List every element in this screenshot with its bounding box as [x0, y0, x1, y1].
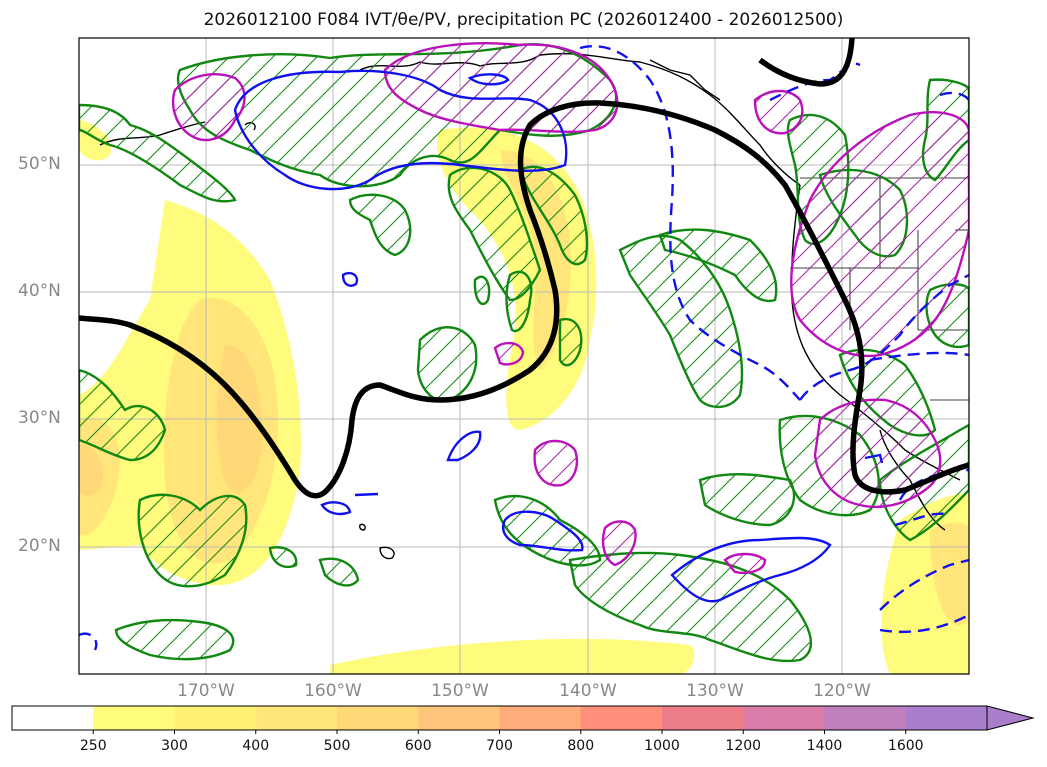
colorbar-tick-label: 700 [486, 738, 513, 754]
colorbar-segment [743, 706, 825, 730]
colorbar-segment [499, 706, 582, 730]
colorbar-extend-arrow [986, 705, 1035, 731]
map-title: 2026012100 F084 IVT/θe/PV, precipitation… [203, 10, 844, 30]
colorbar-segment [337, 706, 419, 730]
colorbar-segment [12, 706, 94, 730]
map-frame [78, 37, 970, 675]
colorbar-tick-label: 500 [323, 738, 351, 754]
lon-label-170w: 170°W [177, 681, 235, 701]
colorbar-tick-label: 250 [79, 738, 107, 754]
lat-label-40n: 40°N [18, 281, 61, 301]
colorbar-segment [418, 706, 500, 730]
colorbar-segment [580, 706, 663, 730]
colorbar-tick-label: 400 [242, 738, 270, 754]
colorbar-tick-label: 300 [161, 738, 188, 754]
lon-label-140w: 140°W [559, 681, 617, 701]
lon-label-120w: 120°W [813, 681, 871, 701]
lat-label-30n: 30°N [18, 408, 61, 428]
lat-label-20n: 20°N [18, 536, 61, 556]
colorbar-segment [174, 706, 257, 730]
colorbar-segment [255, 706, 338, 730]
colorbar-tick-label: 600 [404, 738, 432, 754]
colorbar-segment [93, 706, 175, 730]
lon-label-150w: 150°W [431, 681, 489, 701]
colorbar-tick-label: 1000 [644, 738, 680, 754]
colorbar-tick-label: 1200 [725, 738, 762, 754]
lat-label-50n: 50°N [18, 154, 61, 174]
black-contours [79, 38, 969, 499]
colorbar-tick-label: 1600 [887, 738, 924, 754]
colorbar-tick-label: 1400 [806, 738, 843, 754]
colorbar-tick-label: 800 [567, 738, 595, 754]
lon-label-160w: 160°W [304, 681, 362, 701]
colorbar-segment [662, 706, 744, 730]
lon-label-130w: 130°W [686, 681, 744, 701]
colorbar-segment [824, 706, 907, 730]
blue-solid-contours [233, 69, 884, 603]
colorbar-segment [905, 706, 988, 730]
